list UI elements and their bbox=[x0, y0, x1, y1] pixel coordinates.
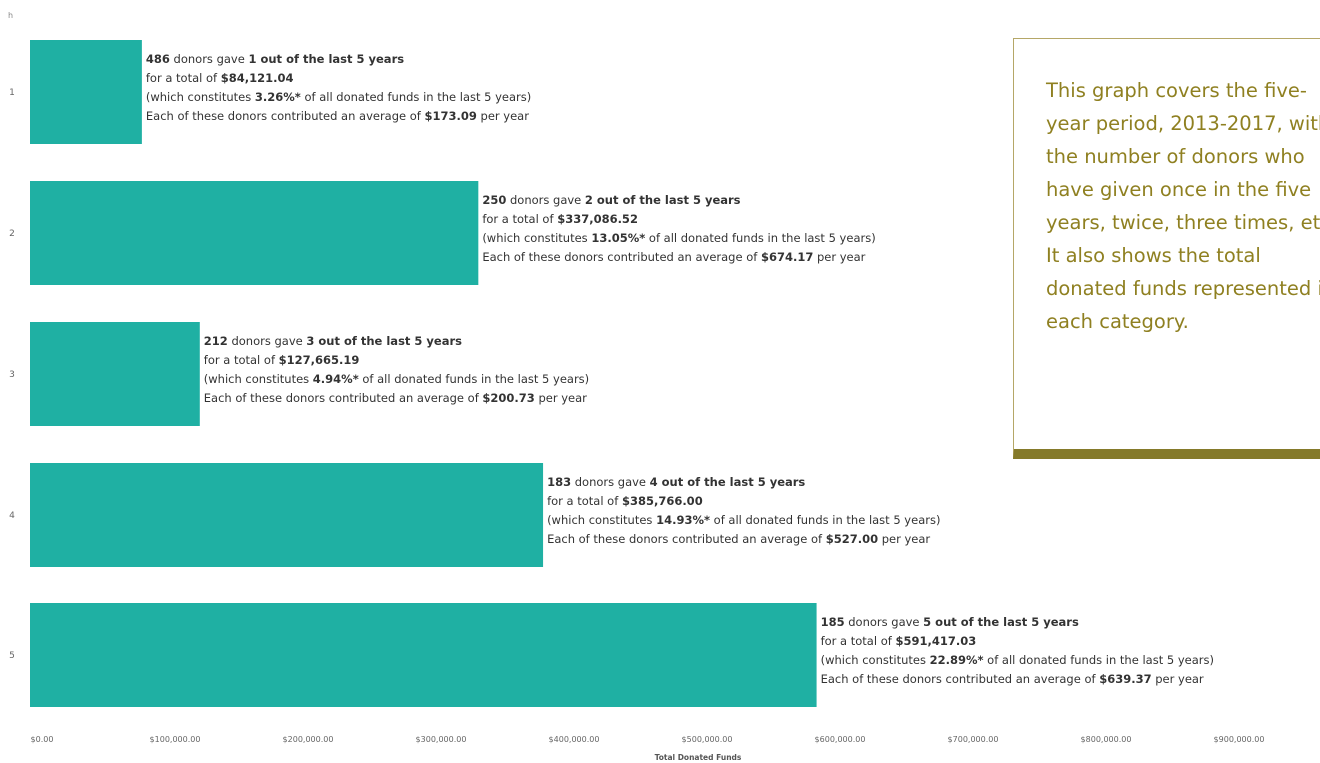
bar-1 bbox=[30, 40, 142, 144]
annotation-2-line-1: 250 donors gave 2 out of the last 5 year… bbox=[482, 193, 740, 207]
bar-5 bbox=[30, 603, 817, 707]
bar-4 bbox=[30, 463, 544, 567]
bar-2 bbox=[30, 181, 479, 285]
x-tick-label: $600,000.00 bbox=[815, 735, 866, 744]
x-tick-label: $900,000.00 bbox=[1214, 735, 1265, 744]
annotation-1-line-4: Each of these donors contributed an aver… bbox=[146, 109, 529, 123]
annotation-3-line-3: (which constitutes 4.94%* of all donated… bbox=[204, 372, 589, 386]
bar-annotations: 486 donors gave 1 out of the last 5 year… bbox=[146, 52, 1214, 686]
annotation-3-line-4: Each of these donors contributed an aver… bbox=[204, 391, 587, 405]
annotation-1-line-3: (which constitutes 3.26%* of all donated… bbox=[146, 90, 531, 104]
annotation-2-line-2: for a total of $337,086.52 bbox=[482, 212, 638, 226]
x-tick-label: $100,000.00 bbox=[150, 735, 201, 744]
category-labels: 1 2 3 4 5 bbox=[9, 88, 15, 661]
x-tick-label: $0.00 bbox=[31, 735, 54, 744]
x-tick-label: $200,000.00 bbox=[283, 735, 334, 744]
annotation-4-line-1: 183 donors gave 4 out of the last 5 year… bbox=[547, 475, 805, 489]
annotation-4-line-2: for a total of $385,766.00 bbox=[547, 494, 703, 508]
note-box: This graph covers the five-year period, … bbox=[1013, 38, 1320, 459]
annotation-2-line-3: (which constitutes 13.05%* of all donate… bbox=[482, 231, 875, 245]
category-label-4: 4 bbox=[9, 511, 15, 521]
x-tick-label: $400,000.00 bbox=[549, 735, 600, 744]
annotation-5-line-3: (which constitutes 22.89%* of all donate… bbox=[821, 653, 1214, 667]
category-label-1: 1 bbox=[9, 88, 15, 98]
corner-label: h bbox=[8, 11, 13, 20]
category-label-3: 3 bbox=[9, 370, 15, 380]
bars-group bbox=[30, 40, 817, 707]
x-tick-label: $500,000.00 bbox=[682, 735, 733, 744]
x-axis-title: Total Donated Funds bbox=[655, 753, 742, 762]
category-label-5: 5 bbox=[9, 651, 15, 661]
x-tick-label: $300,000.00 bbox=[416, 735, 467, 744]
annotation-5-line-2: for a total of $591,417.03 bbox=[821, 634, 977, 648]
x-axis-ticks: $0.00 $100,000.00 $200,000.00 $300,000.00 $4… bbox=[31, 735, 1265, 744]
annotation-5-line-4: Each of these donors contributed an aver… bbox=[821, 672, 1204, 686]
annotation-3-line-2: for a total of $127,665.19 bbox=[204, 353, 360, 367]
category-label-2: 2 bbox=[9, 229, 15, 239]
annotation-3-line-1: 212 donors gave 3 out of the last 5 year… bbox=[204, 334, 462, 348]
annotation-4-line-3: (which constitutes 14.93%* of all donate… bbox=[547, 513, 940, 527]
x-tick-label: $800,000.00 bbox=[1081, 735, 1132, 744]
annotation-2-line-4: Each of these donors contributed an aver… bbox=[482, 250, 865, 264]
bar-3 bbox=[30, 322, 200, 426]
annotation-5-line-1: 185 donors gave 5 out of the last 5 year… bbox=[821, 615, 1079, 629]
note-text: This graph covers the five-year period, … bbox=[1046, 79, 1320, 333]
annotation-1-line-2: for a total of $84,121.04 bbox=[146, 71, 294, 85]
annotation-1-line-1: 486 donors gave 1 out of the last 5 year… bbox=[146, 52, 404, 66]
x-tick-label: $700,000.00 bbox=[948, 735, 999, 744]
annotation-4-line-4: Each of these donors contributed an aver… bbox=[547, 532, 930, 546]
